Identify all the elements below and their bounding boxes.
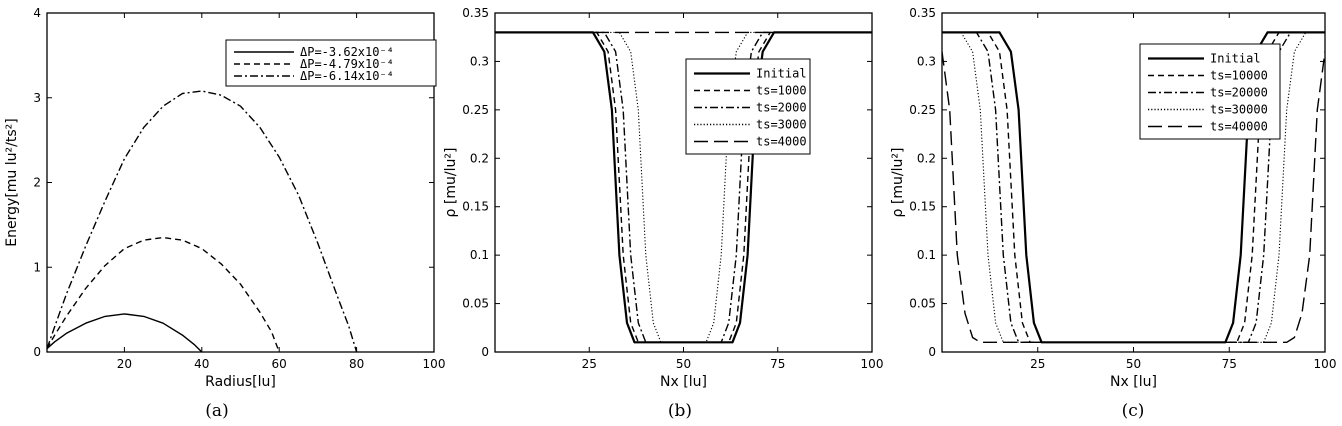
y-tick-label: 2 xyxy=(33,176,41,190)
y-tick-label: 3 xyxy=(33,91,41,105)
series-line xyxy=(47,90,358,352)
y-tick-label: 0.15 xyxy=(462,200,489,214)
y-tick-label: 0.15 xyxy=(909,200,936,214)
legend-label: ts=3000 xyxy=(756,118,807,132)
y-axis-label: ρ [mu/lu²] xyxy=(443,148,459,218)
plot-frame xyxy=(494,12,873,353)
x-tick-label: 40 xyxy=(194,357,209,371)
series-line xyxy=(495,31,872,343)
x-tick-label: 100 xyxy=(423,357,446,371)
y-tick-label: 0 xyxy=(481,345,489,359)
legend-label: ts=2000 xyxy=(756,101,807,115)
legend-label: ts=20000 xyxy=(1210,86,1268,100)
legend-label: ΔP=-3.62x10⁻⁴ xyxy=(300,45,394,59)
legend-label: ts=1000 xyxy=(756,84,807,98)
y-axis-label: ρ [mu/lu²] xyxy=(890,148,906,218)
series-line xyxy=(47,313,203,352)
legend-box xyxy=(225,39,437,87)
legend-label: Initial xyxy=(1210,52,1261,66)
y-tick-label: 0.05 xyxy=(909,297,936,311)
panel-b: 0 0.05 0.1 0.15 0.2 0.25 0.3 0.35 25 50 75 100 Nx [l… xyxy=(443,6,883,421)
y-tick-label: 0.3 xyxy=(917,54,936,68)
y-tick-label: 0.05 xyxy=(462,297,489,311)
series-line xyxy=(495,31,872,343)
panel-c: 0 0.05 0.1 0.15 0.2 0.25 0.3 0.35 25 50 75 100 Nx [l… xyxy=(890,6,1336,421)
y-tick-label: 0.2 xyxy=(470,151,489,165)
series-line xyxy=(495,31,872,343)
y-tick-label: 0 xyxy=(33,345,41,359)
x-tick-label: 25 xyxy=(1030,357,1045,371)
x-tick-label: 75 xyxy=(1222,357,1237,371)
series-group xyxy=(495,31,872,344)
y-axis-label: Energy[mu lu²/ts²] xyxy=(4,118,20,246)
x-tick-label: 50 xyxy=(1126,357,1141,371)
x-tick-label: 100 xyxy=(861,357,884,371)
legend-box xyxy=(685,58,811,155)
series-group xyxy=(47,90,358,352)
legend-label: Initial xyxy=(756,67,807,81)
y-tick-label: 0.3 xyxy=(470,54,489,68)
x-tick-label: 25 xyxy=(582,357,597,371)
y-tick-label: 1 xyxy=(33,260,41,274)
x-axis-label: Nx [lu] xyxy=(1110,374,1157,390)
x-axis-label: Radius[lu] xyxy=(205,374,276,390)
series-line xyxy=(495,31,872,344)
legend-box xyxy=(1139,43,1281,140)
y-tick-label: 0 xyxy=(928,345,936,359)
legend-label: ts=30000 xyxy=(1210,103,1268,117)
legend-label: ΔP=-4.79x10⁻⁴ xyxy=(300,57,394,71)
x-tick-label: 60 xyxy=(272,357,287,371)
legend-label: ts=10000 xyxy=(1210,69,1268,83)
panel-caption: (b) xyxy=(668,401,692,421)
panel-caption: (c) xyxy=(1122,401,1145,421)
y-tick-label: 0.25 xyxy=(909,103,936,117)
y-tick-label: 4 xyxy=(33,6,41,20)
panel-a: 0 1 2 3 4 20 40 60 80 100 Radius[lu] Energy[mu lu²/… xyxy=(4,6,445,421)
legend-label: ts=4000 xyxy=(756,135,807,149)
legend-label: ΔP=-6.14x10⁻⁴ xyxy=(300,69,394,83)
y-tick-label: 0.35 xyxy=(462,6,489,20)
series-line xyxy=(942,51,1325,343)
x-tick-label: 20 xyxy=(117,357,132,371)
x-tick-label: 75 xyxy=(770,357,785,371)
y-tick-label: 0.1 xyxy=(917,248,936,262)
x-axis-label: Nx [lu] xyxy=(660,374,707,390)
panel-caption: (a) xyxy=(205,401,228,421)
y-tick-label: 0.35 xyxy=(909,6,936,20)
x-tick-label: 50 xyxy=(676,357,691,371)
series-line xyxy=(47,236,280,352)
y-tick-label: 0.2 xyxy=(917,151,936,165)
legend-label: ts=40000 xyxy=(1210,120,1268,134)
y-tick-label: 0.1 xyxy=(470,248,489,262)
x-tick-label: 80 xyxy=(349,357,364,371)
y-tick-label: 0.25 xyxy=(462,103,489,117)
x-tick-label: 100 xyxy=(1314,357,1337,371)
